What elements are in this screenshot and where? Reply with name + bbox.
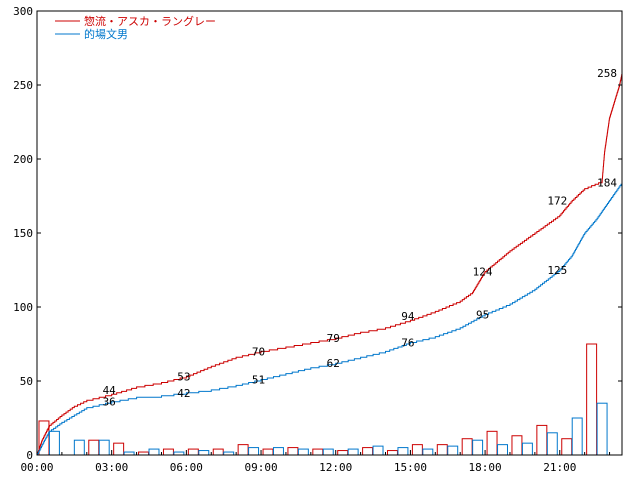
data-label: 62 xyxy=(327,357,340,370)
data-label: 70 xyxy=(252,345,265,358)
data-labels: 44 53 70 79 94 124 172 258 36 42 51 62 76 95 125 184 xyxy=(103,67,618,409)
x-tick-label: 18:00 xyxy=(469,461,502,474)
data-label: 51 xyxy=(252,374,265,387)
data-label: 94 xyxy=(401,310,415,323)
x-tick-label: 03:00 xyxy=(95,461,128,474)
data-label: 172 xyxy=(547,194,567,207)
data-label: 76 xyxy=(401,337,414,350)
cumulative-lines xyxy=(37,73,623,456)
legend-label-2: 的場文男 xyxy=(84,27,128,41)
data-label: 258 xyxy=(597,67,617,80)
data-label: 44 xyxy=(103,384,117,397)
y-tick-label: 200 xyxy=(13,153,33,166)
data-label: 95 xyxy=(476,308,489,321)
y-tick-label: 150 xyxy=(13,227,33,240)
data-label: 125 xyxy=(547,264,567,277)
data-label: 124 xyxy=(473,265,493,278)
data-label: 36 xyxy=(103,396,116,409)
axes: 0 50 100 150 200 250 300 00:00 03:00 06:00 09:00 12… xyxy=(13,5,622,474)
x-tick-label: 00:00 xyxy=(20,461,53,474)
data-label: 184 xyxy=(597,177,617,190)
data-label: 42 xyxy=(177,387,190,400)
y-tick-label: 100 xyxy=(13,301,33,314)
legend-label-1: 惣流・アスカ・ラングレー xyxy=(84,14,216,28)
y-tick-label: 300 xyxy=(13,5,33,18)
x-tick-label: 09:00 xyxy=(244,461,277,474)
data-label: 53 xyxy=(177,371,190,384)
x-tick-label: 15:00 xyxy=(394,461,427,474)
x-tick-label: 12:00 xyxy=(319,461,352,474)
data-label: 79 xyxy=(327,332,340,345)
y-tick-label: 250 xyxy=(13,79,33,92)
x-tick-label: 06:00 xyxy=(170,461,203,474)
series-line-2 xyxy=(37,182,623,456)
series-line-1 xyxy=(37,73,623,456)
y-tick-label: 50 xyxy=(20,375,33,388)
x-tick-label: 21:00 xyxy=(543,461,576,474)
y-tick-label: 0 xyxy=(26,449,33,462)
